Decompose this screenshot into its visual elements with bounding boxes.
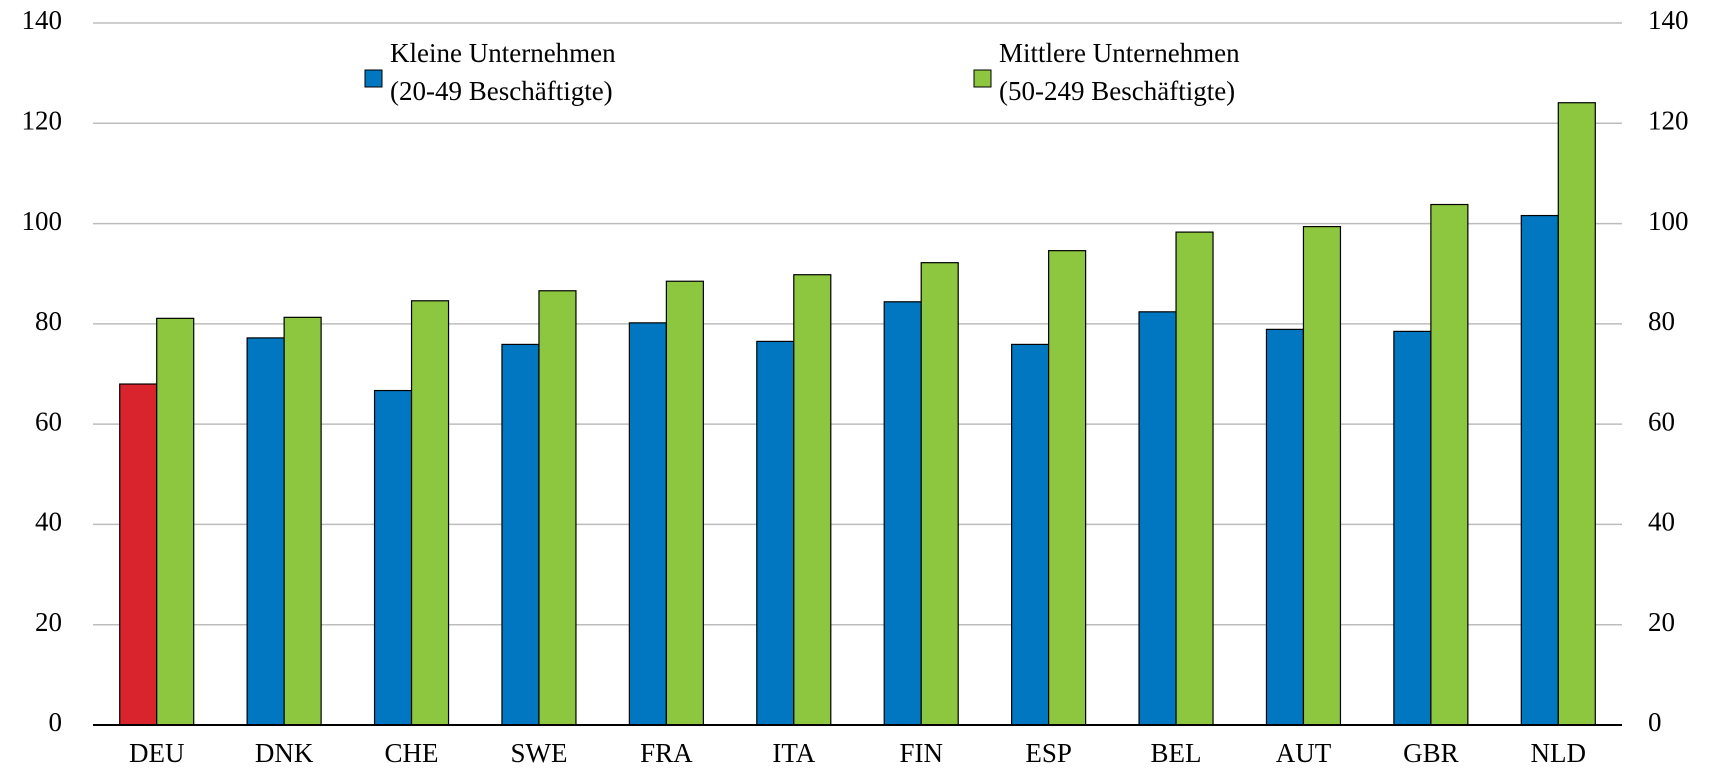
legend-label: Mittlere Unternehmen [999,38,1240,68]
bar [665,280,704,726]
bar [1011,343,1050,726]
y-tick-label: 140 [22,5,63,35]
bar [1393,330,1432,726]
y-tick-label: 20 [35,607,62,637]
x-tick-label: NLD [1531,738,1587,768]
bar [156,317,195,726]
bar [373,389,413,726]
x-tick-label: FIN [899,738,943,768]
y2-tick-label: 120 [1648,105,1689,135]
bar [1138,311,1177,726]
bar [1520,214,1559,726]
bar [1430,203,1469,726]
legend-swatch [364,69,383,88]
bar [119,383,158,726]
y-tick-label: 0 [49,707,63,737]
x-tick-label: ESP [1025,738,1072,768]
x-tick-label: FRA [640,738,693,768]
y2-tick-label: 80 [1648,306,1675,336]
y2-tick-label: 60 [1648,406,1675,436]
x-tick-label: BEL [1151,738,1202,768]
x-tick-label: SWE [510,738,567,768]
bar [410,300,450,726]
x-tick-label: AUT [1276,738,1332,768]
y-tick-label: 80 [35,306,62,336]
bar [538,290,577,726]
bar [628,322,667,726]
bar [1557,102,1596,726]
x-tick-label: DNK [255,738,314,768]
y2-tick-label: 0 [1648,707,1662,737]
y2-tick-label: 20 [1648,607,1675,637]
bar [756,340,795,726]
bar [246,337,285,726]
y-tick-label: 40 [35,507,62,537]
bar [1175,231,1214,726]
x-tick-label: DEU [129,738,185,768]
y-tick-label: 120 [22,105,63,135]
y2-tick-label: 140 [1648,5,1689,35]
y2-tick-label: 40 [1648,507,1675,537]
y-tick-label: 60 [35,406,62,436]
y-tick-label: 100 [22,206,63,236]
legend-label: (50-249 Beschäftigte) [999,76,1235,106]
bar [793,274,832,726]
legend-swatch [973,69,992,88]
bar [1302,225,1342,726]
bar [501,343,540,726]
bar [1265,328,1305,726]
legend-label: (20-49 Beschäftigte) [390,76,613,106]
bar [283,316,322,726]
bar [883,301,922,726]
bar [1048,250,1087,726]
x-tick-label: ITA [772,738,815,768]
legend-label: Kleine Unternehmen [390,38,616,68]
y2-tick-label: 100 [1648,206,1689,236]
x-tick-label: GBR [1403,738,1459,768]
bar [920,262,959,726]
x-tick-label: CHE [385,738,439,768]
